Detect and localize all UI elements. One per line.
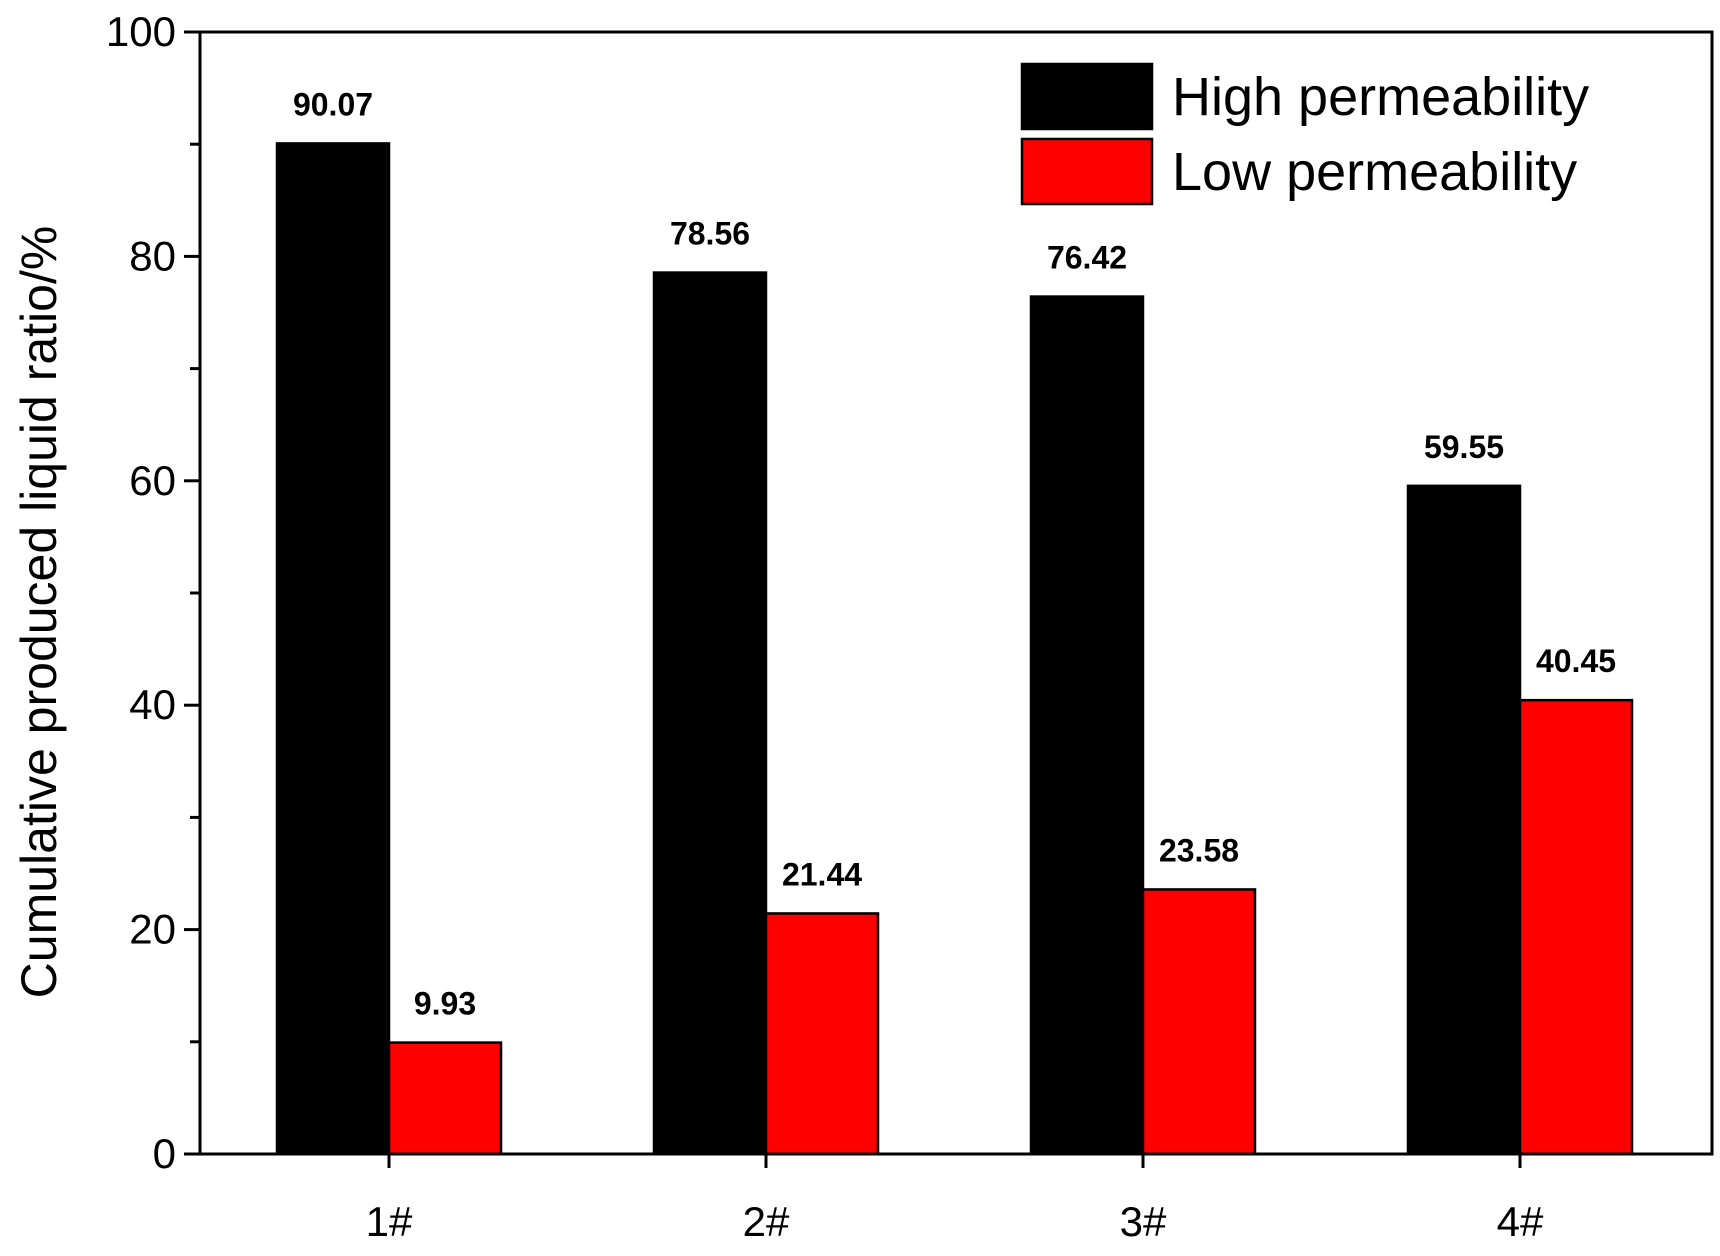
axes-layer: 1# 2# 3# 4# 0 20 40 60 80 100 [106,8,1714,1245]
data-label-low-3: 23.58 [1159,832,1239,868]
data-label-high-4: 59.55 [1424,429,1504,465]
bars-layer [275,142,1634,1156]
legend-swatch-low [1020,137,1154,206]
legend-label-high: High permeability [1172,67,1589,127]
y-tick-label-100: 100 [106,8,176,55]
y-tick-label-80: 80 [129,232,176,279]
bar-low-2 [764,912,880,1156]
data-labels-layer: 90.07 9.93 78.56 21.44 76.42 23.58 59.55 40.45 [293,86,1616,1021]
data-label-low-4: 40.45 [1536,643,1616,679]
bar-high-2 [652,271,768,1156]
data-label-high-2: 78.56 [670,216,750,252]
x-tick-label-4: 4# [1497,1198,1544,1245]
bar-low-4 [1518,698,1634,1156]
data-label-high-1: 90.07 [293,86,373,122]
y-tick-label-60: 60 [129,457,176,504]
bar-high-3 [1029,295,1145,1156]
bar-low-1 [387,1041,503,1156]
legend: High permeability Low permeability [1020,62,1589,206]
bar-high-1 [275,142,391,1156]
y-tick-label-20: 20 [129,906,176,953]
data-label-high-3: 76.42 [1047,240,1127,276]
y-axis-title: Cumulative produced liquid ratio/% [11,226,67,999]
legend-swatch-high [1020,62,1154,131]
bar-low-3 [1141,888,1257,1156]
x-tick-label-2: 2# [743,1198,790,1245]
x-tick-label-1: 1# [366,1198,413,1245]
legend-label-low: Low permeability [1172,142,1577,202]
data-label-low-2: 21.44 [782,856,862,892]
x-tick-label-3: 3# [1120,1198,1167,1245]
bar-high-4 [1406,484,1522,1156]
data-label-low-1: 9.93 [414,986,476,1022]
y-tick-label-0: 0 [153,1130,176,1177]
y-tick-label-40: 40 [129,681,176,728]
